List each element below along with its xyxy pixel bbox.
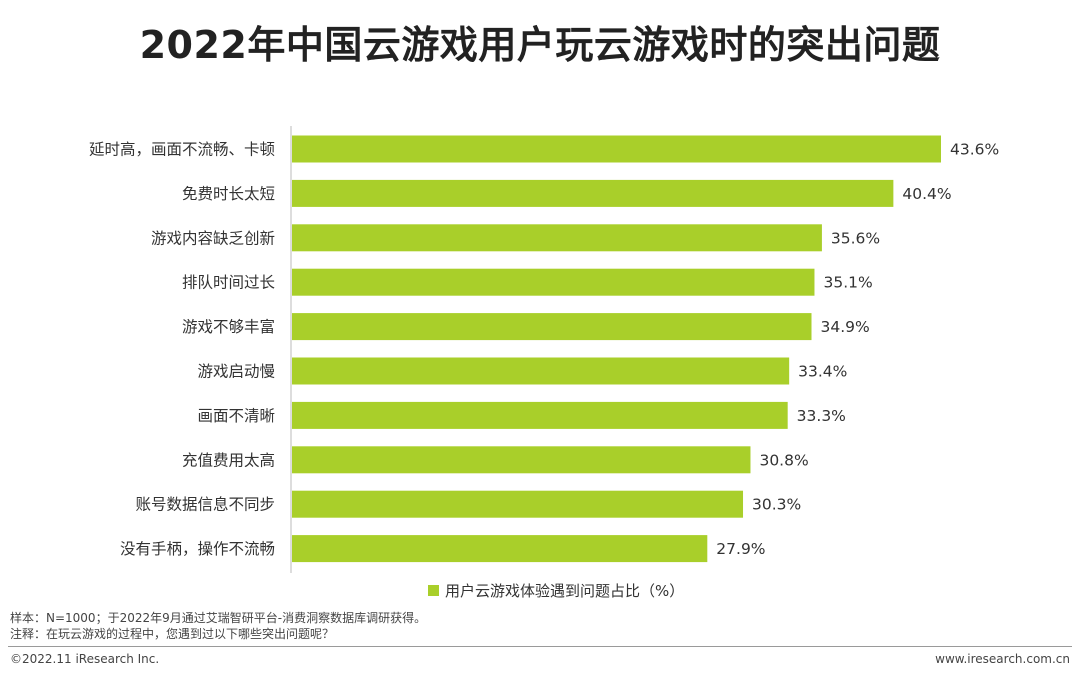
chart-legend: 用户云游戏体验遇到问题占比（%） <box>428 580 684 601</box>
remark-note: 注释：在玩云游戏的过程中，您遇到过以下哪些突出问题呢？ <box>10 627 335 641</box>
chart-title: 2022年中国云游戏用户玩云游戏时的突出问题 <box>139 23 941 67</box>
bar <box>292 313 812 341</box>
data-label: 40.4% <box>902 185 951 203</box>
legend-swatch <box>428 585 439 596</box>
bar <box>292 224 822 252</box>
legend-label: 用户云游戏体验遇到问题占比（%） <box>445 582 685 600</box>
copyright-text: ©2022.11 iResearch Inc. <box>10 652 160 666</box>
data-label: 33.3% <box>797 407 846 425</box>
data-label: 43.6% <box>950 141 999 159</box>
data-label: 27.9% <box>716 540 765 558</box>
data-label: 35.6% <box>831 229 880 247</box>
category-label: 免费时长太短 <box>182 185 275 203</box>
footer-divider <box>8 646 1072 647</box>
category-label: 游戏不够丰富 <box>182 318 275 336</box>
bar <box>292 401 788 429</box>
data-label: 34.9% <box>820 318 869 336</box>
data-label: 33.4% <box>798 363 847 381</box>
sample-note: 样本：N=1000；于2022年9月通过艾瑞智研平台-消费洞察数据库调研获得。 <box>10 611 427 625</box>
data-label: 30.8% <box>759 451 808 469</box>
category-label: 排队时间过长 <box>182 274 275 292</box>
data-label: 30.3% <box>752 496 801 514</box>
category-label: 充值费用太高 <box>182 451 275 469</box>
bar <box>292 357 790 385</box>
category-label: 延时高，画面不流畅、卡顿 <box>89 141 275 159</box>
bar <box>292 535 708 563</box>
category-label: 账号数据信息不同步 <box>135 496 275 514</box>
data-label: 35.1% <box>823 274 872 292</box>
website-url: www.iresearch.com.cn <box>935 652 1070 666</box>
category-label: 游戏启动慢 <box>197 363 275 381</box>
bar <box>292 268 815 296</box>
category-label: 画面不清晰 <box>197 407 275 425</box>
bar <box>292 446 751 474</box>
bar <box>292 135 941 163</box>
bar <box>292 179 894 207</box>
bar <box>292 490 744 518</box>
bar-chart: 延时高，画面不流畅、卡顿 43.6% 免费时长太短 40.4% 游戏内容缺乏创新 35.6… <box>89 126 999 573</box>
category-label: 游戏内容缺乏创新 <box>151 229 275 247</box>
category-label: 没有手柄，操作不流畅 <box>120 540 275 558</box>
